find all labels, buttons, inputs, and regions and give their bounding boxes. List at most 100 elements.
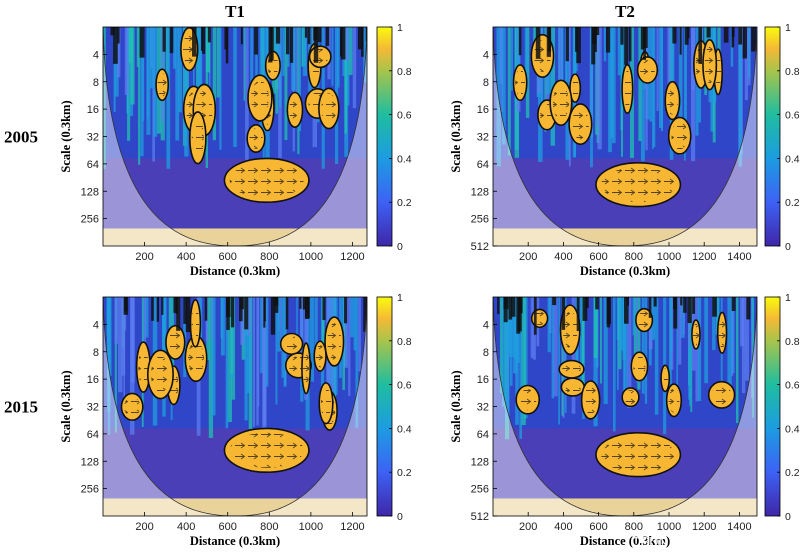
coherence-streak — [291, 27, 296, 91]
phase-arrows — [315, 344, 325, 368]
coherence-streak — [358, 297, 361, 372]
colorbar-tick-label: 0 — [785, 241, 791, 253]
colorbar-tick-label: 0.8 — [785, 66, 800, 78]
coherence-streak — [544, 27, 547, 132]
edge-spike — [595, 297, 599, 310]
watermark: CSDN @有梦想的Frank博士 — [631, 534, 796, 549]
phase-arrows — [662, 368, 669, 389]
coherence-streak — [654, 297, 659, 415]
colorbar-tick-label: 0 — [785, 511, 791, 523]
column-title-t1: T1 — [225, 2, 245, 21]
coherence-streak — [640, 27, 645, 162]
coherence-streak — [314, 297, 318, 363]
x-tick-label: 1400 — [727, 251, 751, 263]
y-tick-label: 256 — [81, 484, 99, 496]
phase-arrows — [623, 70, 632, 108]
coherence-streak — [121, 297, 126, 376]
colorbar-tick-label: 0.2 — [397, 467, 412, 479]
y-tick-label: 32 — [477, 132, 489, 144]
edge-spike — [511, 297, 516, 317]
coherence-streak — [219, 27, 222, 150]
phase-arrows — [251, 80, 269, 116]
colorbar-tick-label: 0.4 — [397, 423, 412, 435]
colorbar-tick-label: 1 — [397, 22, 403, 34]
edge-spike — [672, 27, 677, 44]
coherence-streak — [516, 27, 520, 65]
coherence-streak — [262, 297, 267, 426]
phase-arrows — [571, 77, 579, 99]
coherence-streak — [621, 27, 624, 78]
coherence-streak — [114, 297, 117, 433]
edge-spike — [156, 297, 160, 322]
coherence-streak — [116, 27, 121, 78]
coherence-streak — [255, 27, 258, 116]
edge-spike — [679, 27, 682, 55]
coherence-streak — [143, 297, 147, 368]
phase-arrows — [168, 329, 183, 355]
coherence-streak — [225, 297, 229, 429]
edge-spike — [161, 297, 164, 315]
coherence-streak — [162, 297, 167, 383]
y-tick-label: 8 — [93, 347, 99, 359]
coherence-streak — [636, 297, 639, 384]
edge-spike — [497, 297, 500, 315]
edge-spike — [648, 297, 652, 318]
coherence-streak — [558, 297, 560, 425]
x-tick-label: 200 — [135, 521, 153, 533]
edge-spike — [325, 27, 330, 46]
edge-spike — [533, 297, 537, 335]
edge-spike — [299, 297, 302, 309]
coherence-streak — [253, 297, 256, 427]
edge-spike — [268, 27, 273, 63]
coherence-streak — [144, 297, 149, 338]
coherence-streak — [345, 27, 350, 61]
edge-spike — [643, 27, 647, 60]
y-tick-label: 256 — [471, 484, 489, 496]
colorbar-tick-label: 0 — [397, 511, 403, 523]
edge-spike — [275, 27, 281, 44]
phase-arrows — [667, 86, 678, 115]
edge-spike — [582, 297, 588, 321]
edge-spike — [340, 27, 343, 57]
coherence-streak — [220, 297, 225, 356]
coherence-streak — [138, 27, 141, 165]
coherence-streak — [130, 297, 135, 383]
edge-spike — [344, 297, 348, 324]
edge-spike — [518, 27, 522, 56]
colorbar-tick-label: 0.2 — [785, 467, 800, 479]
edge-spike — [575, 27, 578, 52]
coherence-streak — [212, 297, 216, 416]
coherence-streak — [246, 297, 252, 394]
coherence-streak — [593, 297, 598, 359]
coherence-streak — [672, 27, 675, 113]
phase-arrows — [601, 437, 676, 473]
colorbar-tick-label: 0.8 — [785, 336, 800, 348]
coherence-streak — [676, 297, 679, 417]
colorbar — [376, 26, 393, 247]
edge-spike — [302, 297, 306, 310]
coherence-streak — [744, 27, 748, 101]
phase-arrows — [124, 396, 141, 417]
coherence-streak — [538, 27, 543, 162]
edge-spike — [200, 27, 204, 51]
edge-spike — [313, 27, 319, 63]
panel-t1-2015: 200 400 600 800 1000 1200 4 8 16 32 64 128 256 Distan… — [59, 292, 412, 548]
coherence-streak — [275, 297, 278, 405]
phase-arrows — [303, 349, 310, 388]
coherence-streak — [632, 297, 635, 336]
edge-spike — [270, 297, 276, 335]
colorbar-tick-label: 0.6 — [397, 110, 412, 122]
phase-arrows — [157, 73, 167, 97]
coherence-streak — [212, 27, 217, 141]
colorbar-tick-label: 1 — [785, 292, 791, 304]
coherence-streak — [510, 27, 513, 91]
edge-spike — [692, 297, 696, 314]
edge-spike — [113, 27, 118, 64]
coherence-streak — [680, 297, 685, 338]
x-tick-label: 1200 — [340, 521, 364, 533]
phase-arrows — [321, 93, 337, 124]
y-tick-label: 128 — [81, 456, 99, 468]
coherence-streak — [216, 27, 221, 98]
coherence-streak — [175, 27, 180, 141]
coherence-streak — [596, 27, 598, 126]
